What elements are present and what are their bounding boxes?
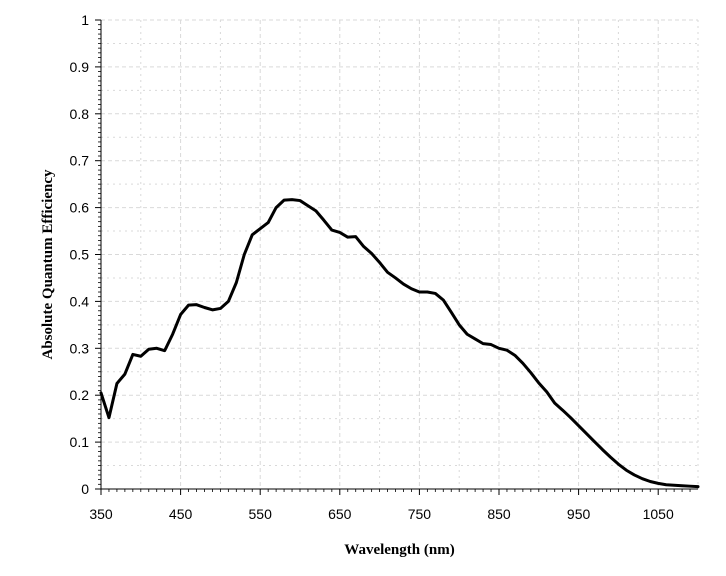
tick-labels: 0 0.1 0.2 0.3 0.4 0.5 0.6 0.7 0.8 0.9 1 350 450 550 65…	[70, 12, 674, 522]
x-tick-label: 850	[487, 506, 511, 522]
y-tick-label: 0.9	[70, 59, 90, 75]
y-tick-label: 0.7	[70, 153, 90, 169]
x-tick-label: 350	[89, 506, 113, 522]
x-tick-label: 650	[328, 506, 352, 522]
series-line-0	[99, 198, 700, 489]
y-tick-label: 0.8	[70, 106, 90, 122]
y-tick-label: 0.2	[70, 387, 90, 403]
grid	[101, 19, 699, 489]
x-axis-title: Wavelength (nm)	[344, 542, 454, 558]
x-tick-label: 1050	[643, 506, 674, 522]
x-tick-label: 750	[408, 506, 432, 522]
y-tick-label: 0.3	[70, 340, 90, 356]
y-tick-label: 0	[81, 481, 89, 497]
x-tick-label: 450	[169, 506, 193, 522]
series-layer	[99, 198, 700, 489]
y-tick-label: 0.6	[70, 200, 90, 216]
y-tick-label: 0.4	[70, 293, 90, 309]
y-tick-label: 1	[81, 12, 89, 28]
y-tick-label: 0.5	[70, 247, 90, 263]
y-axis-title: Absolute Quantum Efficiency	[40, 169, 56, 360]
x-tick-label: 950	[567, 506, 591, 522]
x-tick-label: 550	[249, 506, 273, 522]
y-tick-label: 0.1	[70, 434, 90, 450]
tick-marks	[95, 19, 691, 495]
